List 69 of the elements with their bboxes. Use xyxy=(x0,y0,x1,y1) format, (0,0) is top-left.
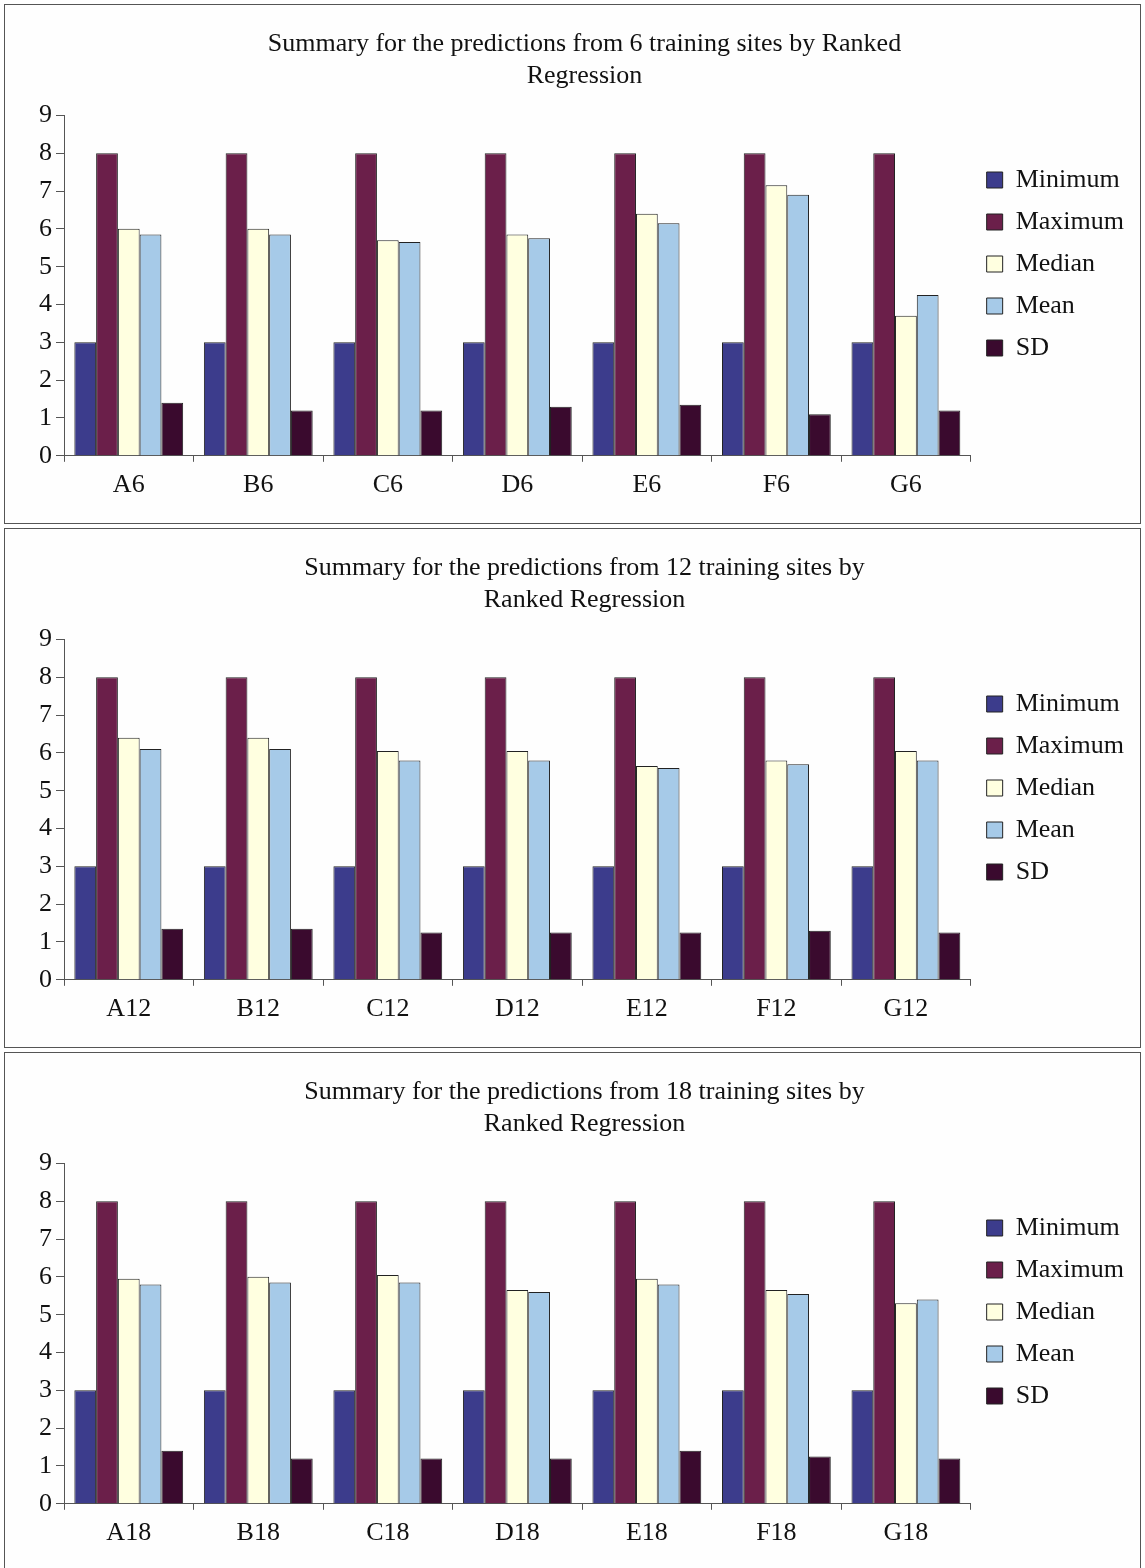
y-tick-label: 8 xyxy=(39,1185,52,1215)
legend-label: Maximum xyxy=(1015,205,1125,235)
x-tick-label: G12 xyxy=(883,993,929,1023)
y-tick-label: 2 xyxy=(39,1411,52,1441)
y-tick-label: 3 xyxy=(39,1374,52,1404)
chart-title: Summary for the predictions from 6 training sites by Ranked Regression xyxy=(267,28,902,89)
legend-label: Mean xyxy=(1015,289,1075,319)
legend-label: Minimum xyxy=(1015,687,1120,717)
legend-label: Median xyxy=(1015,1295,1096,1325)
x-tick-label: D6 xyxy=(501,469,534,499)
y-tick-label: 1 xyxy=(39,925,52,955)
y-tick-label: 2 xyxy=(39,887,52,917)
y-tick-label: 0 xyxy=(39,1487,52,1517)
x-tick-label: E18 xyxy=(625,1517,668,1547)
legend-label: Maximum xyxy=(1015,729,1125,759)
x-tick-label: G6 xyxy=(890,469,922,499)
x-tick-label: F6 xyxy=(762,469,791,499)
y-tick-label: 4 xyxy=(39,812,52,842)
y-tick-label: 2 xyxy=(39,363,52,393)
x-tick-label: D12 xyxy=(494,993,540,1023)
y-tick-label: 4 xyxy=(39,1336,52,1366)
x-tick-label: A6 xyxy=(112,469,145,499)
legend-label: SD xyxy=(1015,331,1049,361)
legend-label: Mean xyxy=(1015,813,1075,843)
legend-label: Median xyxy=(1015,247,1096,277)
x-tick-label: B6 xyxy=(243,469,274,499)
x-tick-label: E12 xyxy=(625,993,668,1023)
y-tick-label: 5 xyxy=(39,774,52,804)
legend-label: Minimum xyxy=(1015,1211,1120,1241)
y-tick-label: 8 xyxy=(39,137,52,167)
y-tick-label: 1 xyxy=(39,1449,52,1479)
x-tick-label: E6 xyxy=(632,469,662,499)
x-tick-label: F12 xyxy=(756,993,797,1023)
x-tick-label: A18 xyxy=(106,1517,152,1547)
x-tick-label: C6 xyxy=(372,469,403,499)
x-tick-label: G18 xyxy=(883,1517,929,1547)
x-tick-label: C18 xyxy=(366,1517,410,1547)
chart-title: Summary for the predictions from 18 training sites by Ranked Regression xyxy=(304,1076,865,1137)
y-tick-label: 6 xyxy=(39,212,52,242)
y-tick-label: 9 xyxy=(39,623,52,653)
y-tick-label: 6 xyxy=(39,736,52,766)
legend-label: SD xyxy=(1015,1379,1049,1409)
x-tick-label: C12 xyxy=(366,993,410,1023)
y-tick-label: 4 xyxy=(39,288,52,318)
y-tick-label: 0 xyxy=(39,963,52,993)
y-tick-label: 9 xyxy=(39,99,52,129)
y-tick-label: 5 xyxy=(39,250,52,280)
y-tick-label: 6 xyxy=(39,1260,52,1290)
y-tick-label: 7 xyxy=(39,698,52,728)
y-tick-label: 1 xyxy=(39,401,52,431)
legend-label: Mean xyxy=(1015,1337,1075,1367)
x-tick-label: F18 xyxy=(756,1517,797,1547)
y-tick-label: 0 xyxy=(39,439,52,469)
legend-label: SD xyxy=(1015,855,1049,885)
legend-label: Maximum xyxy=(1015,1253,1125,1283)
x-tick-label: A12 xyxy=(106,993,152,1023)
y-tick-label: 3 xyxy=(39,850,52,880)
y-tick-label: 7 xyxy=(39,1222,52,1252)
y-tick-label: 8 xyxy=(39,661,52,691)
y-tick-label: 3 xyxy=(39,326,52,356)
chart-title: Summary for the predictions from 12 training sites by Ranked Regression xyxy=(304,552,865,613)
x-tick-label: D18 xyxy=(494,1517,540,1547)
y-tick-label: 7 xyxy=(39,174,52,204)
y-tick-label: 9 xyxy=(39,1147,52,1177)
x-tick-label: B18 xyxy=(236,1517,280,1547)
y-tick-label: 5 xyxy=(39,1298,52,1328)
legend-label: Minimum xyxy=(1015,163,1120,193)
x-tick-label: B12 xyxy=(236,993,280,1023)
legend-label: Median xyxy=(1015,771,1096,801)
